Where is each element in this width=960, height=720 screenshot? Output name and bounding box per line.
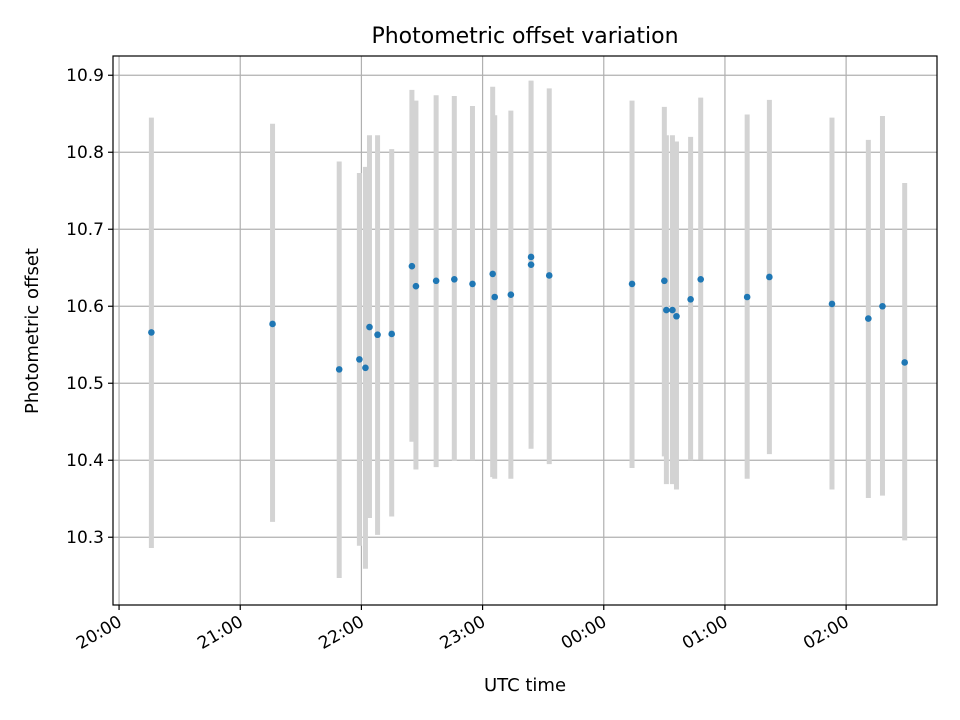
data-point: [879, 302, 886, 310]
x-axis-label: UTC time: [484, 675, 566, 696]
y-tick-label: 10.6: [66, 297, 104, 317]
data-point: [269, 320, 276, 328]
data-point: [828, 300, 836, 308]
data-point: [527, 261, 535, 268]
data-point: [451, 275, 458, 283]
y-tick-label: 10.5: [66, 374, 104, 394]
data-point: [489, 270, 496, 278]
data-point: [469, 280, 476, 288]
data-point: [673, 312, 680, 320]
data-point: [865, 315, 872, 322]
data-points: [148, 253, 908, 373]
y-tick-label: 10.4: [66, 451, 104, 471]
data-point: [766, 273, 773, 281]
data-point: [545, 272, 553, 279]
data-point: [374, 331, 381, 339]
data-point: [412, 282, 420, 290]
data-point: [697, 275, 705, 283]
y-tick-label: 10.9: [66, 66, 104, 86]
data-point: [663, 306, 670, 314]
data-point: [687, 296, 694, 303]
data-point: [148, 329, 155, 336]
data-point: [408, 262, 416, 270]
y-tick-label: 10.7: [66, 220, 104, 240]
data-point: [335, 366, 343, 373]
data-point: [661, 277, 668, 285]
chart-title: Photometric offset variation: [371, 24, 678, 49]
y-axis-ticks: 10.3 10.4 10.5 10.6 10.7 10.8 10.9: [66, 66, 113, 548]
y-tick-label: 10.8: [66, 143, 104, 163]
y-axis-label: Photometric offset: [22, 248, 43, 414]
data-point: [362, 364, 369, 372]
data-point: [901, 359, 908, 366]
data-point: [366, 323, 373, 331]
data-point: [388, 330, 396, 338]
data-point: [628, 280, 636, 288]
plot-frame: [112, 55, 938, 606]
data-point: [743, 293, 751, 301]
grid: [113, 56, 937, 605]
y-tick-label: 10.3: [66, 528, 104, 548]
data-point: [491, 293, 499, 301]
data-point: [507, 291, 515, 298]
data-point: [432, 277, 440, 285]
data-point: [669, 306, 676, 314]
data-point: [356, 356, 363, 363]
data-point: [527, 253, 535, 261]
